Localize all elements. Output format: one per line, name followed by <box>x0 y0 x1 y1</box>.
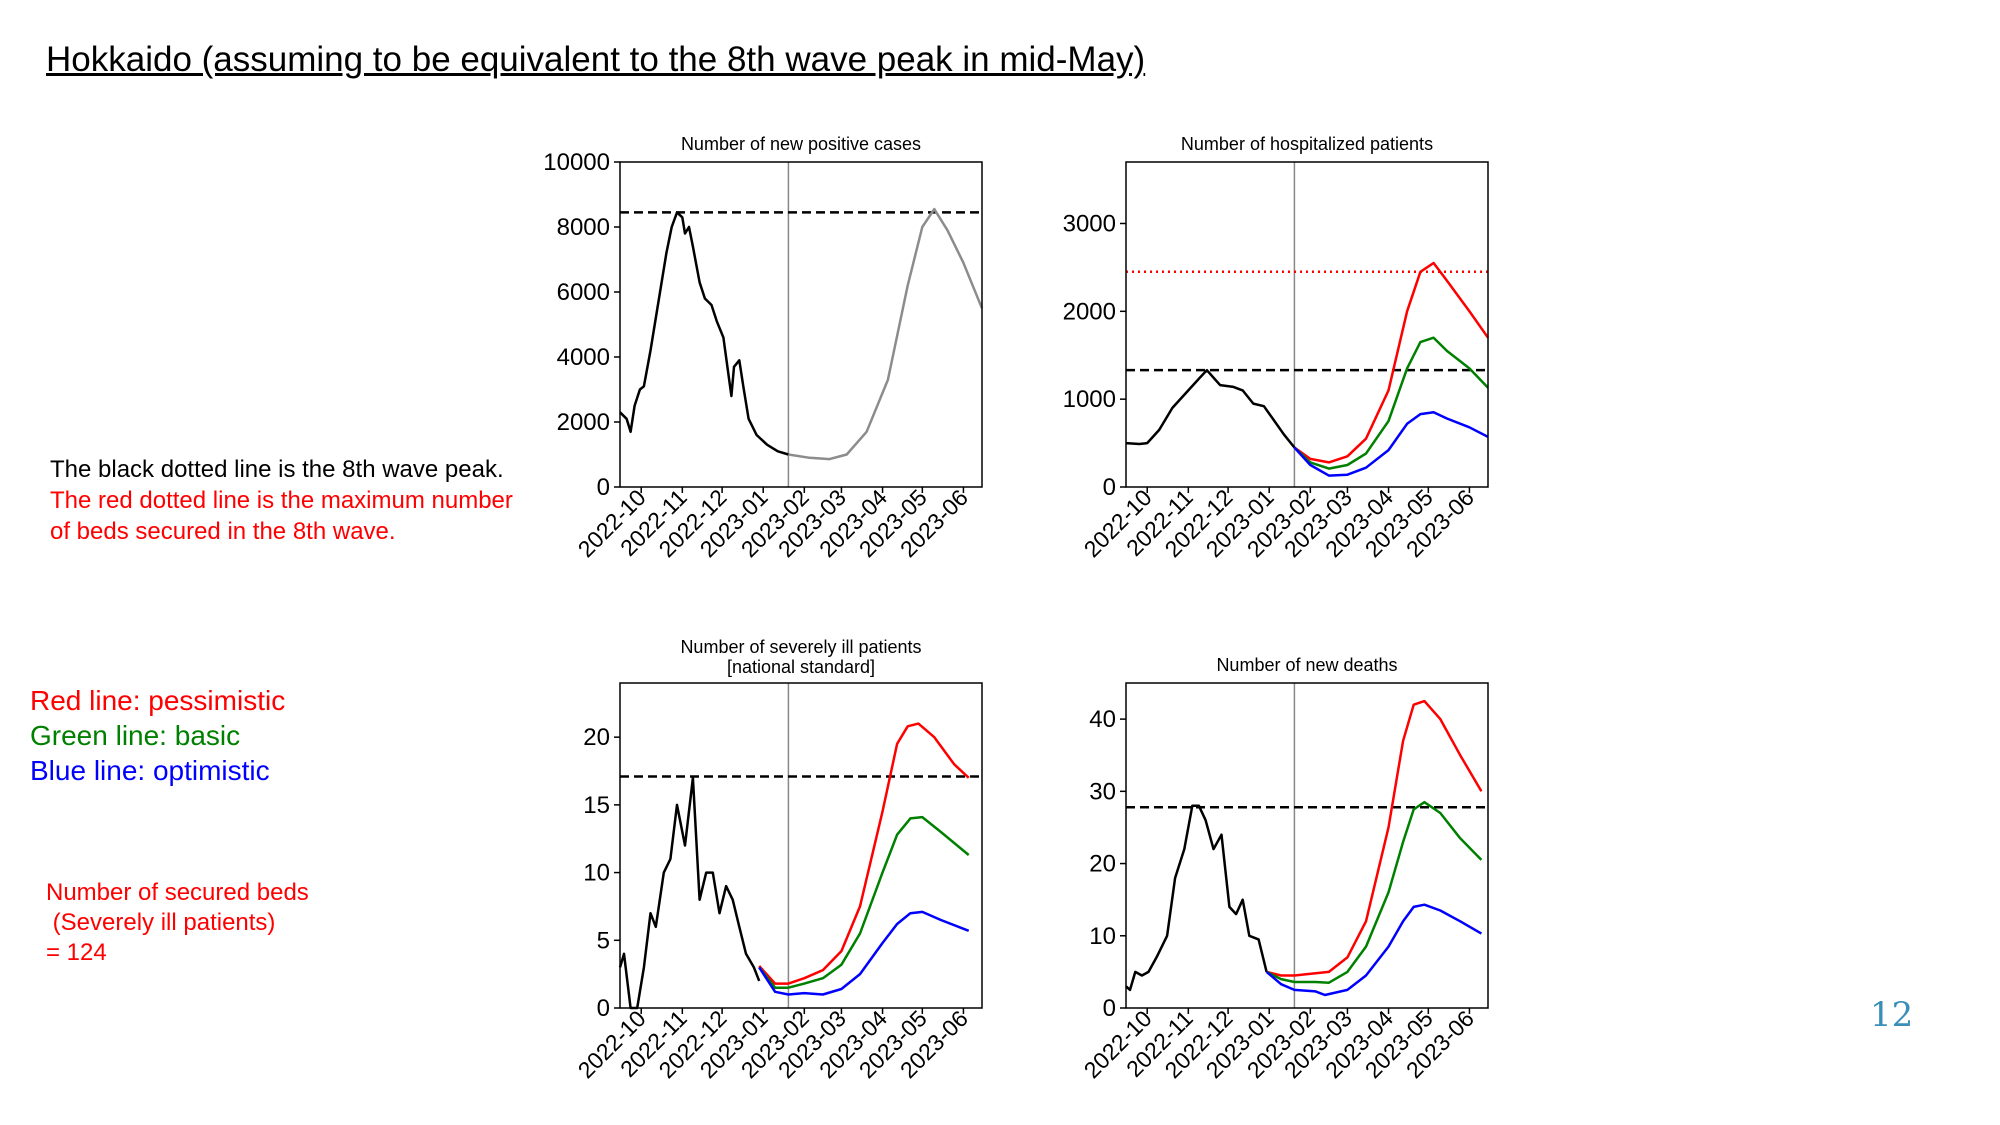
plot-frame <box>619 161 983 488</box>
chart-title: Number of hospitalized patients <box>1181 134 1433 154</box>
series-observed <box>1125 368 1296 449</box>
y-tick-label: 6000 <box>557 279 610 306</box>
y-tick-label: 2000 <box>1063 298 1116 325</box>
chart-title: Number of new positive cases <box>681 134 921 154</box>
y-tick-label: 20 <box>583 724 610 751</box>
chart-title: Number of severely ill patients <box>680 637 921 657</box>
secured-beds-line-1: Number of secured beds <box>46 879 309 906</box>
series-optimistic <box>1293 411 1489 477</box>
secured-beds-line-3: = 124 <box>46 939 107 966</box>
series-observed <box>1125 804 1268 992</box>
legend-pessimistic: Red line: pessimistic <box>30 685 286 716</box>
chart-title: Number of new deaths <box>1216 655 1397 675</box>
series-observed <box>619 211 789 456</box>
slide-title: Hokkaido (assuming to be equivalent to t… <box>46 40 1146 79</box>
y-tick-label: 15 <box>583 792 610 819</box>
series-observed <box>618 776 761 1010</box>
y-tick-label: 4000 <box>557 344 610 371</box>
series-pessimistic <box>1293 261 1490 464</box>
y-tick-label: 3000 <box>1063 210 1116 237</box>
y-tick-label: 0 <box>597 474 610 501</box>
y-tick-label: 10000 <box>543 149 610 176</box>
secured-beds-line-2: (Severely ill patients) <box>46 909 276 936</box>
y-tick-label: 0 <box>597 995 610 1022</box>
y-tick-label: 10 <box>583 860 610 887</box>
legend-basic: Green line: basic <box>30 720 241 751</box>
y-tick-label: 5 <box>597 927 610 954</box>
secured-beds-note: Number of secured beds (Severely ill pat… <box>46 878 309 968</box>
series-projection <box>788 207 984 461</box>
series-pessimistic <box>1266 699 1483 977</box>
y-tick-label: 1000 <box>1063 386 1116 413</box>
red-line-note-1: The red dotted line is the maximum numbe… <box>50 487 513 514</box>
y-tick-label: 8000 <box>557 214 610 241</box>
series-basic <box>758 815 970 989</box>
series-basic <box>1266 800 1483 984</box>
y-tick-label: 2000 <box>557 409 610 436</box>
red-line-note-2: of beds secured in the 8th wave. <box>50 518 396 545</box>
y-tick-label: 40 <box>1089 706 1116 733</box>
plot-frame <box>619 682 983 1009</box>
series-basic <box>1293 336 1489 470</box>
series-optimistic <box>758 910 970 996</box>
series-optimistic <box>1265 903 1483 997</box>
black-line-note: The black dotted line is the 8th wave pe… <box>50 456 504 483</box>
legend-optimistic: Blue line: optimistic <box>30 755 270 786</box>
plot-frame <box>1125 161 1489 488</box>
page-number: 12 <box>1870 995 1914 1035</box>
plot-frame <box>1125 682 1489 1009</box>
y-tick-label: 20 <box>1089 851 1116 878</box>
series-pessimistic <box>758 722 970 985</box>
y-tick-label: 0 <box>1103 474 1116 501</box>
y-tick-label: 0 <box>1103 995 1116 1022</box>
y-tick-label: 10 <box>1089 923 1116 950</box>
y-tick-label: 30 <box>1089 778 1116 805</box>
chart-subtitle: [national standard] <box>727 657 875 677</box>
